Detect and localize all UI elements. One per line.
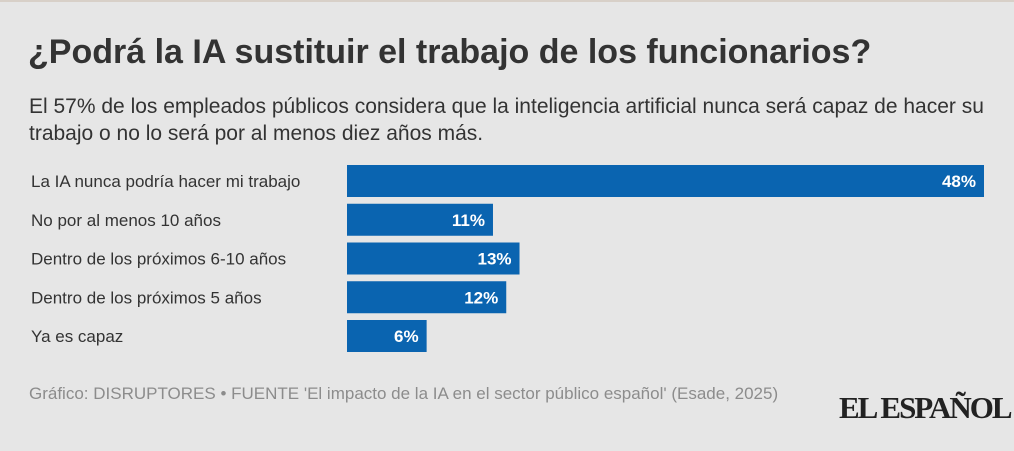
- bar: [347, 203, 493, 236]
- chart-source-note: Gráfico: DISRUPTORES • FUENTE 'El impact…: [29, 384, 779, 403]
- category-label: No por al menos 10 años: [31, 211, 221, 230]
- bar-value-label: 13%: [477, 250, 511, 269]
- bar: [347, 320, 427, 352]
- chart-title: ¿Podrá la IA sustituir el trabajo de los…: [28, 33, 872, 71]
- bar-value-label: 48%: [942, 172, 976, 191]
- category-label: Dentro de los próximos 6-10 años: [31, 250, 286, 269]
- el-espanol-logo: EL ESPAÑOL: [839, 390, 1013, 425]
- category-label: Dentro de los próximos 5 años: [31, 288, 262, 307]
- bar: [347, 242, 520, 275]
- category-label: La IA nunca podría hacer mi trabajo: [31, 172, 300, 191]
- bar-value-label: 12%: [464, 288, 498, 307]
- category-label: Ya es capaz: [31, 327, 123, 346]
- bars-layer: La IA nunca podría hacer mi trabajo 48% No…: [31, 165, 984, 352]
- bar: [347, 165, 984, 197]
- top-border-line: [0, 0, 1014, 2]
- chart-subtitle: El 57% de los empleados públicos conside…: [29, 95, 984, 145]
- bar-value-label: 6%: [394, 327, 419, 346]
- bar: [347, 281, 507, 314]
- bar-value-label: 11%: [452, 211, 485, 230]
